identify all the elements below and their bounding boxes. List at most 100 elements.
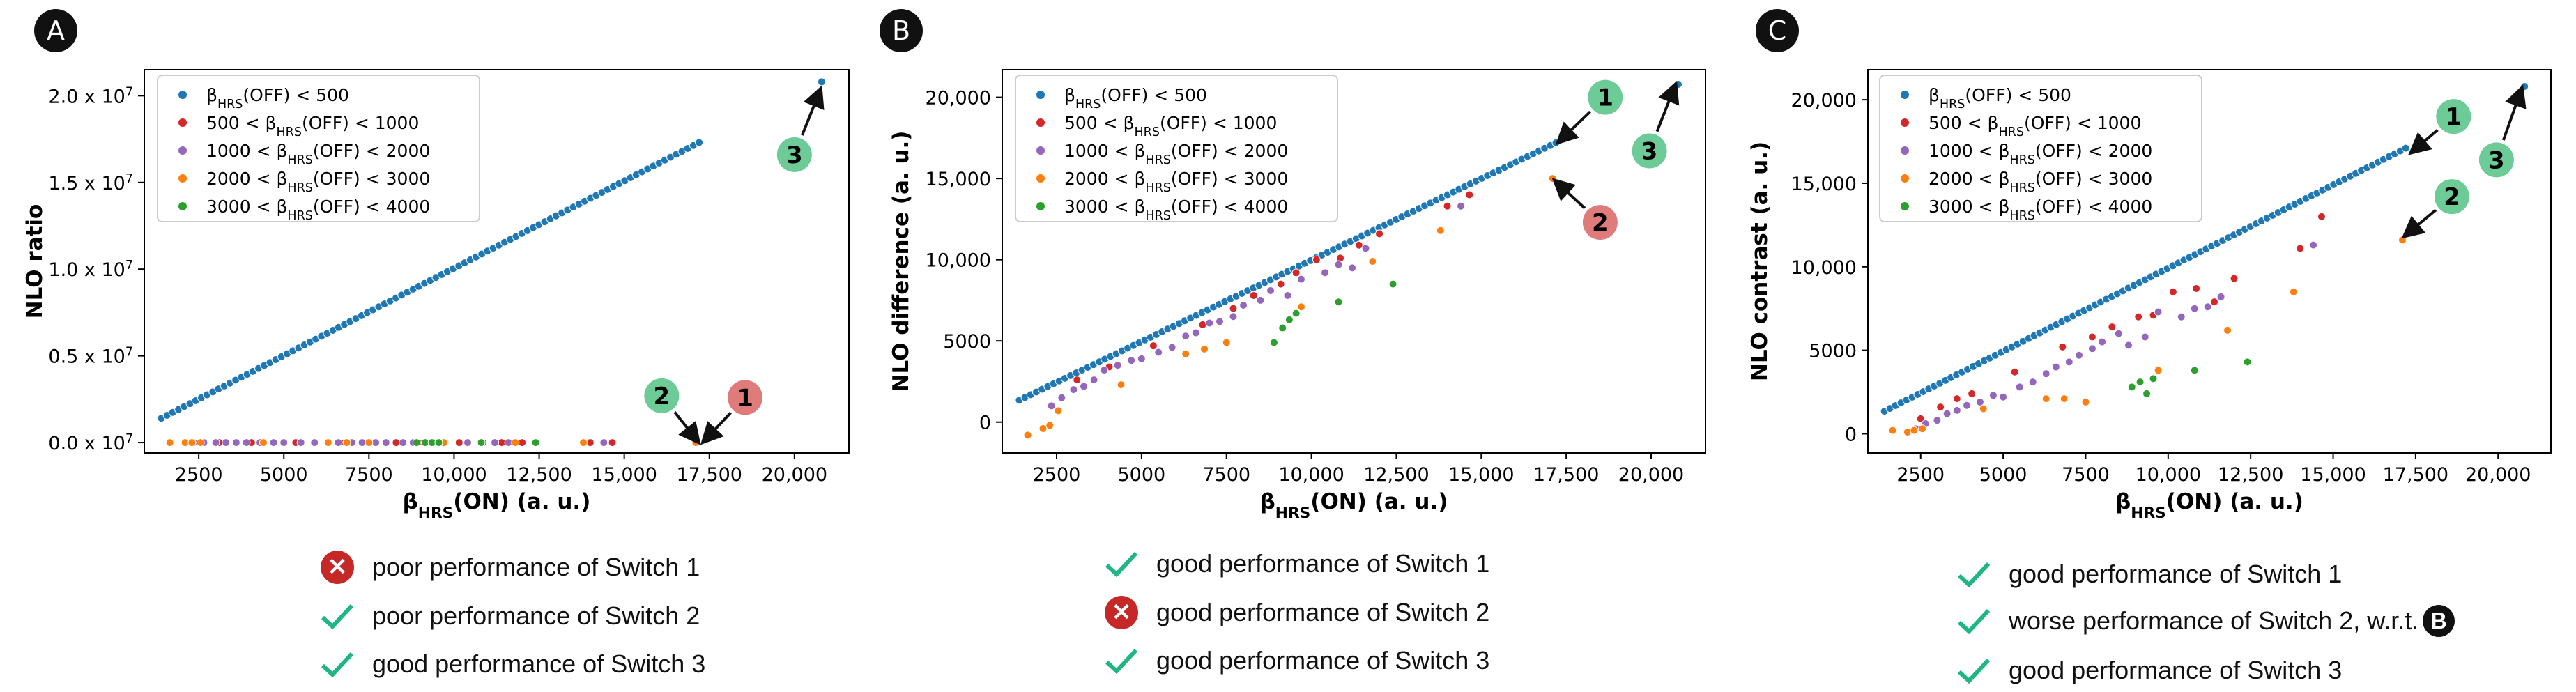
callout-number: 2 (1592, 209, 1609, 237)
legend-marker (1036, 118, 1045, 127)
legend-marker (1036, 202, 1045, 210)
data-point (695, 138, 704, 147)
data-point (2098, 337, 2107, 346)
data-point (2401, 144, 2410, 153)
data-point (1963, 401, 1972, 410)
plot-frame (1002, 69, 1706, 454)
data-point (1388, 279, 1397, 289)
note-text: poor performance of Switch 1 (372, 553, 700, 581)
data-point (165, 438, 174, 447)
data-point (2230, 274, 2239, 283)
callout-arrow (2501, 84, 2527, 141)
data-point (1181, 332, 1190, 341)
data-point (2203, 302, 2212, 312)
x-axis-label: βHRS(ON) (a. u.) (2115, 489, 2303, 522)
legend-marker (1036, 91, 1045, 99)
data-point (1368, 257, 1377, 266)
data-point (2149, 374, 2158, 383)
data-point (1229, 312, 1238, 321)
data-point (1149, 341, 1158, 351)
y-tick-label: 20,000 (926, 88, 991, 109)
callout-arrow (2401, 208, 2437, 239)
check-icon (1105, 547, 1138, 580)
callout-number: 3 (1641, 138, 1658, 166)
data-point (1296, 302, 1305, 312)
legend-marker (1901, 146, 1909, 155)
data-point (2154, 307, 2163, 316)
panel-a: A 2500 5000 7500 10,000 12,500 15,000 17,500 20,… (22, 9, 850, 522)
legend-label: 2000 < βHRS(OFF) < 3000 (1929, 169, 2152, 195)
data-point (1079, 382, 1088, 391)
y-tick-label: 15,000 (926, 169, 991, 190)
y-tick-label: 0 (1845, 424, 1857, 445)
data-point (1181, 349, 1190, 358)
data-point (1916, 414, 1925, 423)
data-point (1249, 291, 1258, 300)
callout-arrow (801, 85, 825, 136)
data-point (1334, 298, 1343, 307)
note-a-1: ✕ poor performance of Switch 1 (321, 551, 700, 584)
data-point (259, 438, 268, 447)
data-point (2124, 341, 2133, 350)
x-axis-label: βHRS(ON) (a. u.) (1260, 489, 1448, 522)
data-point (242, 438, 251, 447)
note-text: good performance of Switch 3 (2009, 656, 2343, 684)
data-point (1154, 348, 1163, 357)
data-point (1069, 385, 1078, 394)
data-point (1276, 279, 1285, 289)
note-text: poor performance of Switch 2 (372, 601, 700, 630)
data-point (2087, 332, 2096, 341)
data-point (1936, 403, 1945, 412)
data-point (2192, 284, 2201, 293)
note-text: good performance of Switch 3 (372, 649, 706, 678)
legend-marker (1901, 174, 1909, 183)
data-point (1291, 309, 1301, 318)
y-tick-label: 0.0 x 107 (48, 432, 133, 454)
data-point (2177, 312, 2186, 321)
x-tick-label: 5000 (1117, 464, 1165, 486)
note-text: good performance of Switch 2 (1156, 598, 1490, 626)
legend-label: βHRS(OFF) < 500 (1929, 85, 2071, 112)
legend-marker (1036, 174, 1045, 183)
data-point (2074, 351, 2083, 360)
data-point (1047, 401, 1056, 410)
x-tick-label: 2500 (175, 464, 223, 486)
callout-number: 1 (1597, 84, 1613, 112)
x-tick-label: 20,000 (762, 464, 827, 486)
data-point (1205, 318, 1214, 328)
callout-number: 1 (737, 384, 753, 412)
x-tick-label: 15,000 (591, 464, 657, 486)
data-point (463, 438, 472, 447)
y-axis-label: NLO difference (a. u.) (889, 131, 914, 392)
data-point (2190, 366, 2199, 375)
series-1 (1073, 190, 1474, 385)
y-tick-label: 0 (979, 413, 991, 434)
callout-number: 1 (2446, 103, 2462, 131)
data-point (342, 438, 351, 447)
callout-badge (1582, 205, 1618, 240)
data-point (1910, 426, 1919, 435)
data-point (1045, 421, 1055, 430)
data-point (323, 438, 332, 447)
data-point (365, 438, 374, 447)
legend-marker (178, 91, 187, 99)
data-point (1127, 356, 1136, 365)
callout-number: 2 (2444, 183, 2460, 211)
callout-badge (2436, 99, 2471, 134)
x-tick-label: 17,500 (1533, 464, 1599, 486)
data-point (381, 438, 390, 447)
data-point (296, 438, 305, 447)
legend-marker (1901, 91, 1909, 99)
callout-badge (776, 137, 812, 172)
data-point (1054, 406, 1063, 415)
note-c-3: good performance of Switch 3 (1957, 654, 2342, 687)
check-icon (1957, 654, 1991, 687)
data-point (196, 438, 205, 447)
note-text: good performance of Switch 1 (1156, 549, 1490, 578)
x-tick-label: 17,500 (2383, 464, 2448, 486)
data-point (2190, 304, 2199, 313)
y-tick-label: 0.5 x 107 (48, 346, 133, 368)
panel-b-badge: B (2423, 605, 2455, 637)
